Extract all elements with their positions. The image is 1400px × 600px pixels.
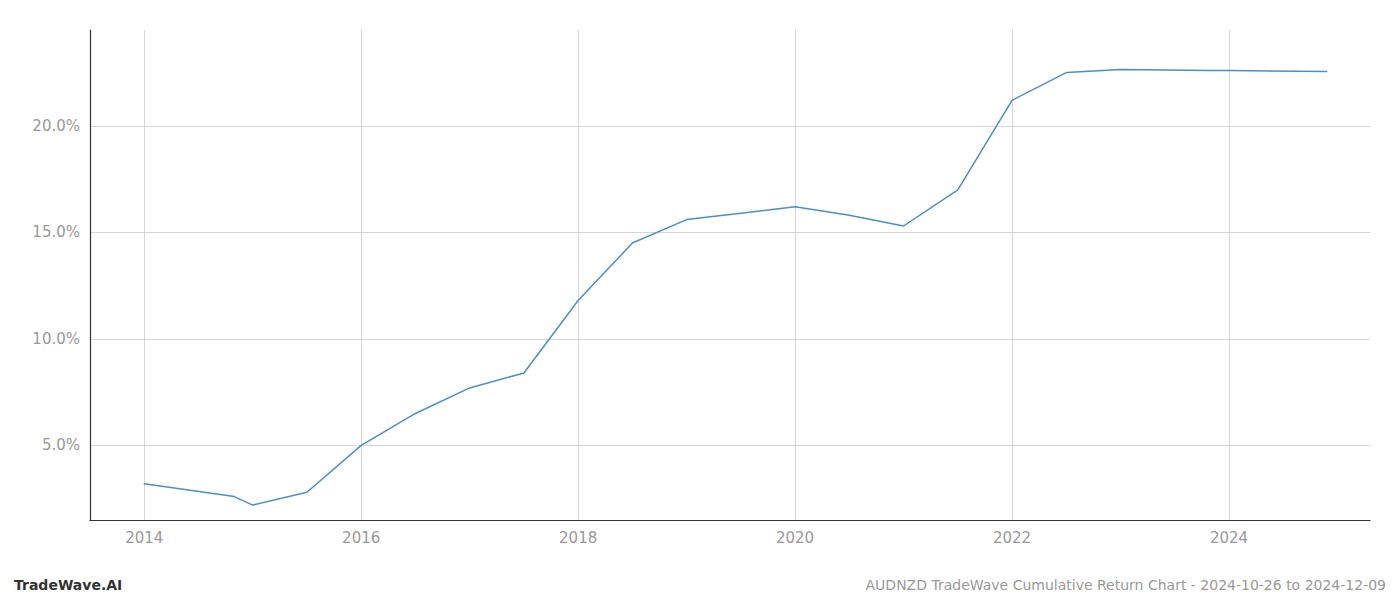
- svg-text:2022: 2022: [993, 529, 1031, 547]
- svg-text:2014: 2014: [125, 529, 163, 547]
- svg-text:10.0%: 10.0%: [32, 330, 80, 348]
- svg-text:15.0%: 15.0%: [32, 223, 80, 241]
- svg-text:20.0%: 20.0%: [32, 117, 80, 135]
- svg-text:TradeWave.AI: TradeWave.AI: [14, 577, 122, 593]
- svg-text:2016: 2016: [342, 529, 380, 547]
- svg-text:2024: 2024: [1210, 529, 1248, 547]
- svg-text:5.0%: 5.0%: [42, 436, 80, 454]
- svg-text:AUDNZD TradeWave Cumulative Re: AUDNZD TradeWave Cumulative Return Chart…: [866, 577, 1386, 593]
- svg-text:2020: 2020: [776, 529, 814, 547]
- svg-text:2018: 2018: [559, 529, 597, 547]
